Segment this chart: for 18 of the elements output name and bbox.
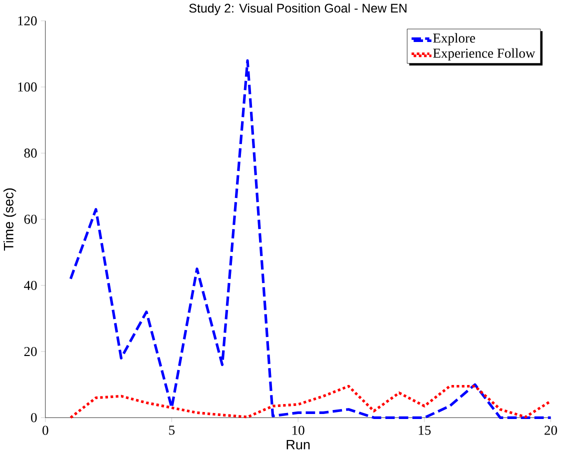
x-axis-title: Run: [286, 440, 310, 450]
y-tick-label: 100: [18, 82, 37, 92]
x-tick-label: 10: [292, 426, 304, 435]
y-tick-label: 20: [24, 347, 37, 356]
y-axis-title: Time (sec): [3, 188, 16, 251]
y-tick-label: 80: [24, 148, 37, 158]
chart-title: Study 2: Visual Position Goal - New EN: [189, 4, 406, 16]
x-tick-label: 20: [544, 426, 558, 435]
legend-label: Explore: [433, 33, 476, 46]
x-tick-label: 15: [418, 426, 431, 435]
x-tick-label: 5: [169, 426, 175, 435]
line-series: [69, 385, 552, 420]
x-tick-label: 0: [42, 426, 48, 435]
y-tick-label: 40: [24, 280, 37, 290]
y-tick-label: 120: [18, 16, 37, 26]
y-tick-label: 0: [31, 413, 37, 422]
y-tick-label: 60: [24, 214, 37, 224]
legend-label: Experience Follow: [433, 48, 536, 61]
